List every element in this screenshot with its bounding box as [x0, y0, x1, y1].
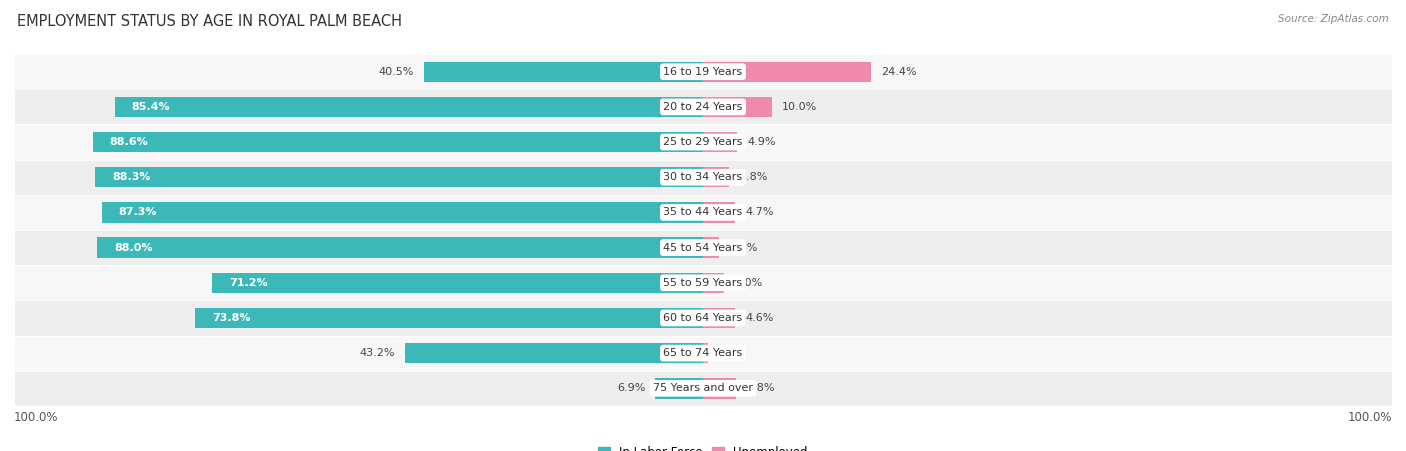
Text: 6.9%: 6.9%	[617, 383, 645, 393]
Text: 0.7%: 0.7%	[718, 348, 747, 358]
Text: 10.0%: 10.0%	[782, 102, 817, 112]
Text: 4.8%: 4.8%	[747, 383, 775, 393]
Bar	[212, 272, 703, 293]
Text: 24.4%: 24.4%	[882, 67, 917, 77]
Text: 88.6%: 88.6%	[110, 137, 149, 147]
Bar	[101, 202, 703, 223]
Text: 4.7%: 4.7%	[745, 207, 775, 217]
FancyBboxPatch shape	[14, 300, 1392, 336]
Text: 16 to 19 Years: 16 to 19 Years	[664, 67, 742, 77]
FancyBboxPatch shape	[14, 54, 1392, 89]
Bar	[97, 237, 703, 258]
Bar	[655, 378, 703, 399]
Bar	[405, 343, 703, 364]
Bar	[93, 132, 703, 152]
Bar	[703, 61, 872, 82]
Text: 71.2%: 71.2%	[229, 278, 269, 288]
Legend: In Labor Force, Unemployed: In Labor Force, Unemployed	[593, 441, 813, 451]
Text: 85.4%: 85.4%	[132, 102, 170, 112]
Text: 30 to 34 Years: 30 to 34 Years	[664, 172, 742, 182]
Bar	[703, 378, 737, 399]
FancyBboxPatch shape	[14, 89, 1392, 124]
FancyBboxPatch shape	[14, 124, 1392, 160]
FancyBboxPatch shape	[14, 371, 1392, 406]
Text: 40.5%: 40.5%	[378, 67, 413, 77]
Text: EMPLOYMENT STATUS BY AGE IN ROYAL PALM BEACH: EMPLOYMENT STATUS BY AGE IN ROYAL PALM B…	[17, 14, 402, 28]
Text: 43.2%: 43.2%	[360, 348, 395, 358]
Text: 35 to 44 Years: 35 to 44 Years	[664, 207, 742, 217]
Text: 100.0%: 100.0%	[14, 411, 59, 424]
Bar	[703, 237, 718, 258]
Bar	[703, 202, 735, 223]
Text: 75 Years and over: 75 Years and over	[652, 383, 754, 393]
FancyBboxPatch shape	[14, 160, 1392, 195]
Text: 4.9%: 4.9%	[747, 137, 776, 147]
Text: 88.3%: 88.3%	[112, 172, 150, 182]
Text: Source: ZipAtlas.com: Source: ZipAtlas.com	[1278, 14, 1389, 23]
Text: 87.3%: 87.3%	[118, 207, 157, 217]
Bar	[703, 272, 724, 293]
Text: 20 to 24 Years: 20 to 24 Years	[664, 102, 742, 112]
Bar	[703, 308, 735, 328]
Bar	[703, 97, 772, 117]
Text: 2.3%: 2.3%	[730, 243, 758, 253]
Text: 25 to 29 Years: 25 to 29 Years	[664, 137, 742, 147]
FancyBboxPatch shape	[14, 265, 1392, 300]
Text: 100.0%: 100.0%	[1347, 411, 1392, 424]
Bar	[94, 167, 703, 188]
Text: 55 to 59 Years: 55 to 59 Years	[664, 278, 742, 288]
Bar	[115, 97, 703, 117]
Bar	[703, 132, 737, 152]
Text: 73.8%: 73.8%	[212, 313, 250, 323]
Text: 3.0%: 3.0%	[734, 278, 762, 288]
Text: 45 to 54 Years: 45 to 54 Years	[664, 243, 742, 253]
FancyBboxPatch shape	[14, 195, 1392, 230]
Text: 4.6%: 4.6%	[745, 313, 773, 323]
Text: 3.8%: 3.8%	[740, 172, 768, 182]
Bar	[425, 61, 703, 82]
Bar	[703, 343, 707, 364]
Bar	[703, 167, 730, 188]
Bar	[194, 308, 703, 328]
Text: 60 to 64 Years: 60 to 64 Years	[664, 313, 742, 323]
FancyBboxPatch shape	[14, 230, 1392, 265]
Text: 65 to 74 Years: 65 to 74 Years	[664, 348, 742, 358]
Text: 88.0%: 88.0%	[114, 243, 152, 253]
FancyBboxPatch shape	[14, 336, 1392, 371]
